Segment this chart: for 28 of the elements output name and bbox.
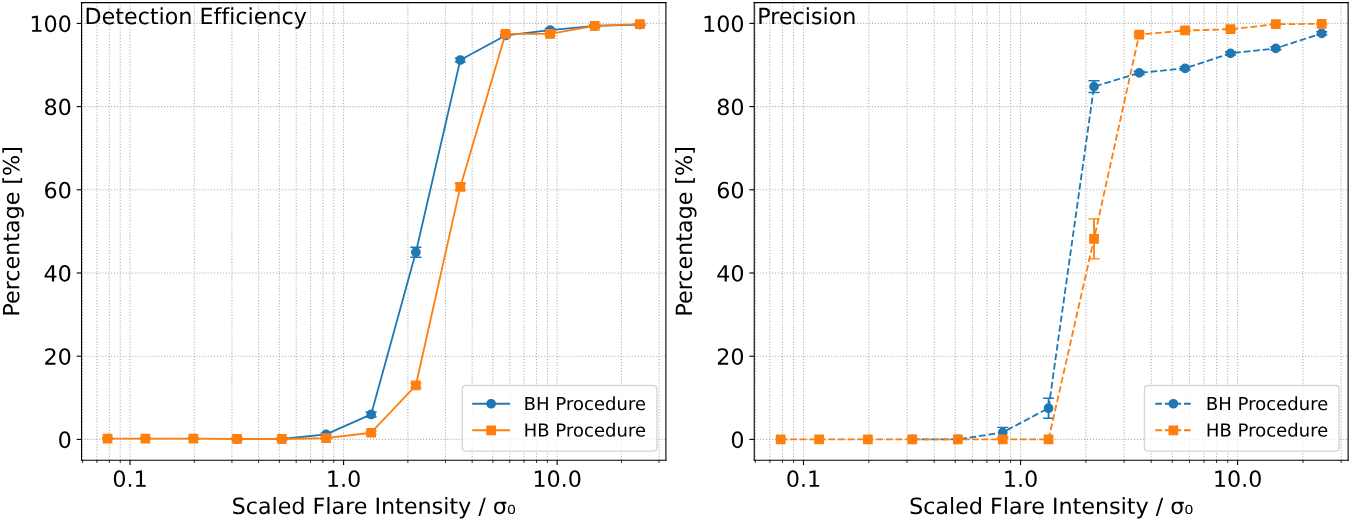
x-tick-label: 0.1 <box>113 470 146 488</box>
x-tick-label: 0.1 <box>787 470 820 488</box>
y-axis-title: Percentage [%] <box>2 148 24 315</box>
y-tick-label: 40 <box>44 264 71 282</box>
y-tick-label: 40 <box>717 264 744 282</box>
y-tick-label: 80 <box>717 98 744 116</box>
legend-label: BH Procedure <box>1207 396 1328 411</box>
y-tick-label: 0 <box>59 431 71 449</box>
x-axis-title: Scaled Flare Intensity / σ₀ <box>233 496 516 519</box>
y-tick-label: 100 <box>31 15 71 33</box>
y-tick-label: 0 <box>731 431 744 449</box>
x-tick-label: 10.0 <box>534 470 581 488</box>
x-tick-label: 1.0 <box>328 470 360 488</box>
y-tick-label: 60 <box>717 181 744 199</box>
x-tick-label: 10.0 <box>1215 470 1261 488</box>
y-tick-label: 20 <box>717 348 744 365</box>
chart-title: Detection Efficiency <box>86 7 307 29</box>
chart-title: Precision <box>759 7 855 25</box>
legend-label: BH Procedure <box>525 396 646 411</box>
y-tick-label: 80 <box>45 98 71 116</box>
y-axis-title: Percentage [%] <box>675 148 697 315</box>
x-axis-title: Scaled Flare Intensity / σ₀ <box>910 496 1193 519</box>
x-tick-label: 1.0 <box>1005 470 1037 488</box>
y-tick-label: 60 <box>45 181 71 199</box>
legend-label: HB Procedure <box>1207 422 1328 437</box>
y-tick-label: 100 <box>704 15 744 33</box>
legend-label: HB Procedure <box>525 422 646 437</box>
y-tick-label: 20 <box>45 348 71 365</box>
